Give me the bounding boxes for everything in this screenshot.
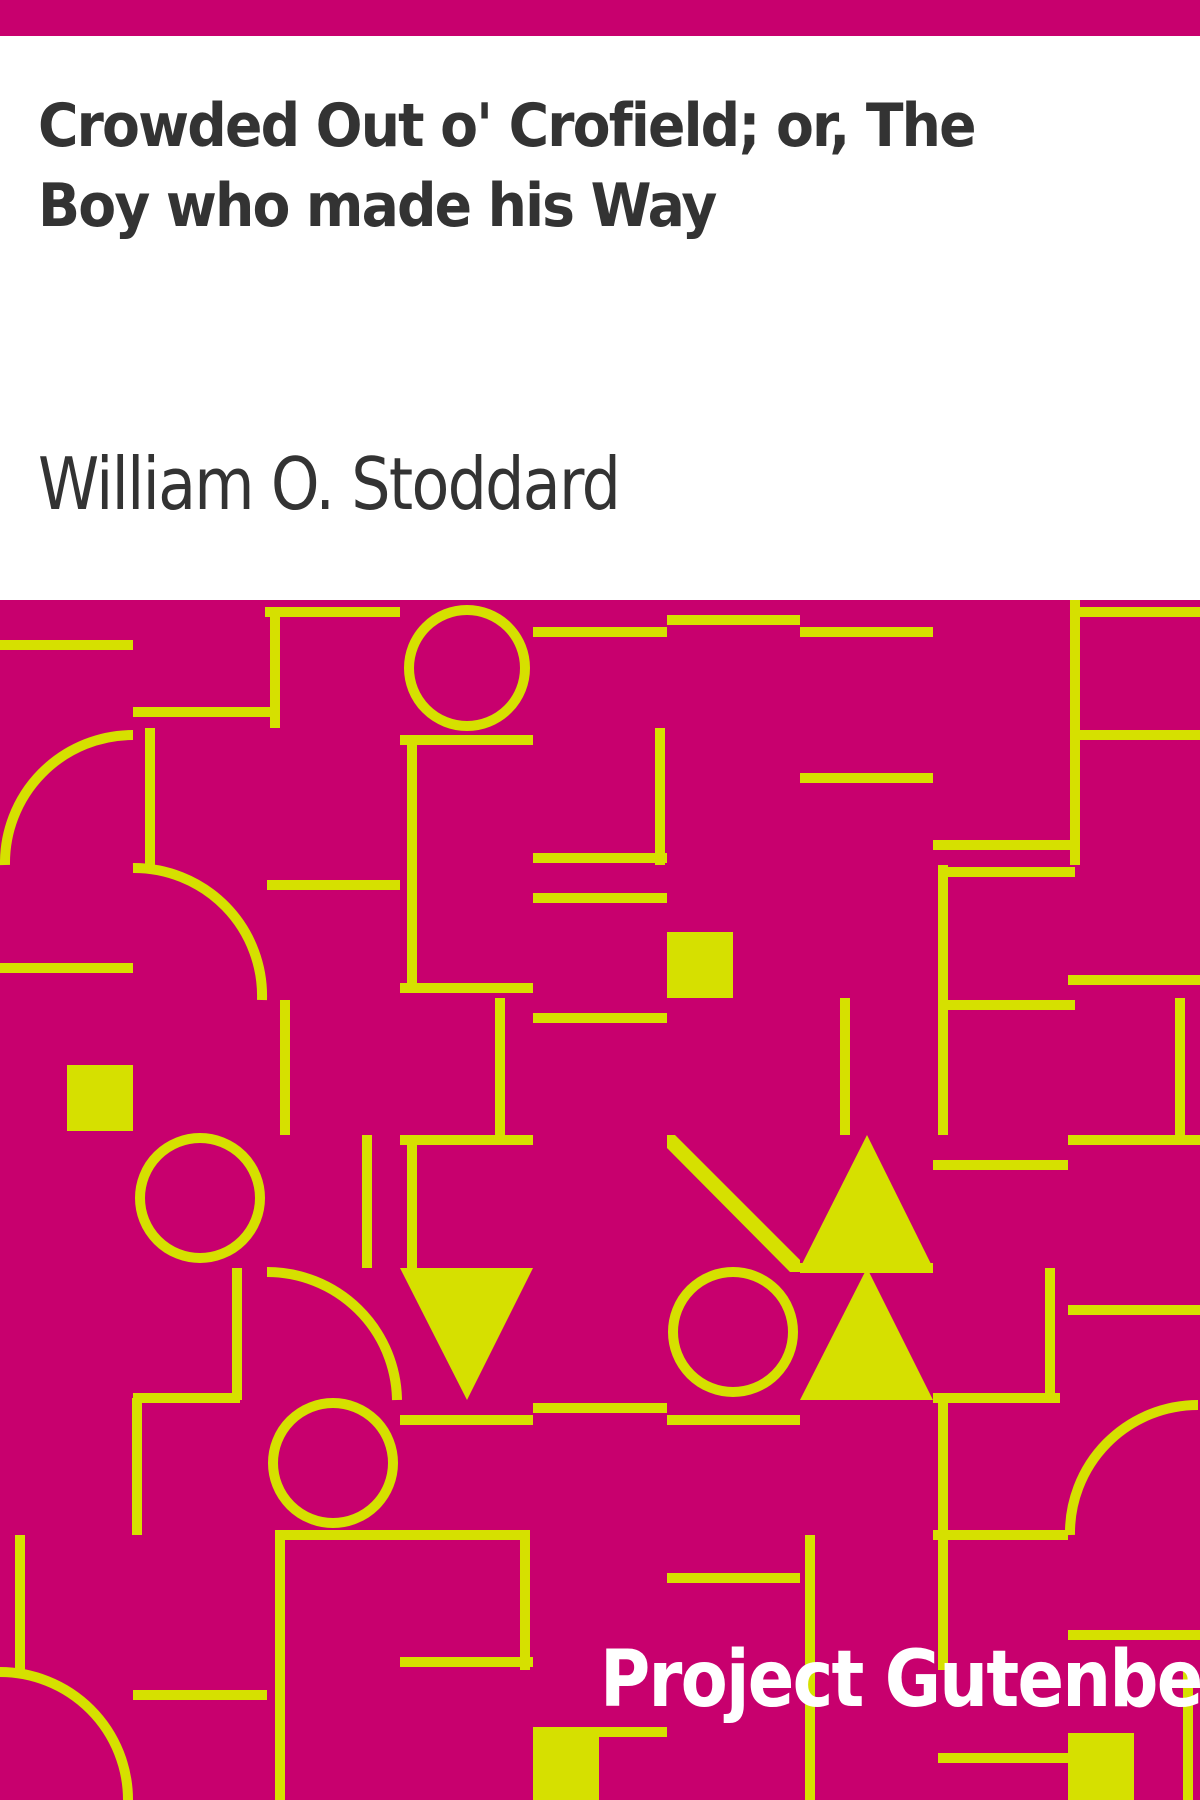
pattern-fills — [67, 932, 1134, 1800]
decorative-pattern — [0, 600, 1200, 1800]
publisher-name: Project Gutenberg — [600, 1635, 1200, 1725]
pattern-strokes — [0, 600, 1200, 1800]
book-title: Crowded Out o' Crofield; or, The Boy who… — [38, 91, 977, 241]
top-color-bar — [0, 0, 1200, 36]
pattern-background — [0, 600, 1200, 1800]
book-author: William O. Stoddard — [38, 442, 621, 526]
